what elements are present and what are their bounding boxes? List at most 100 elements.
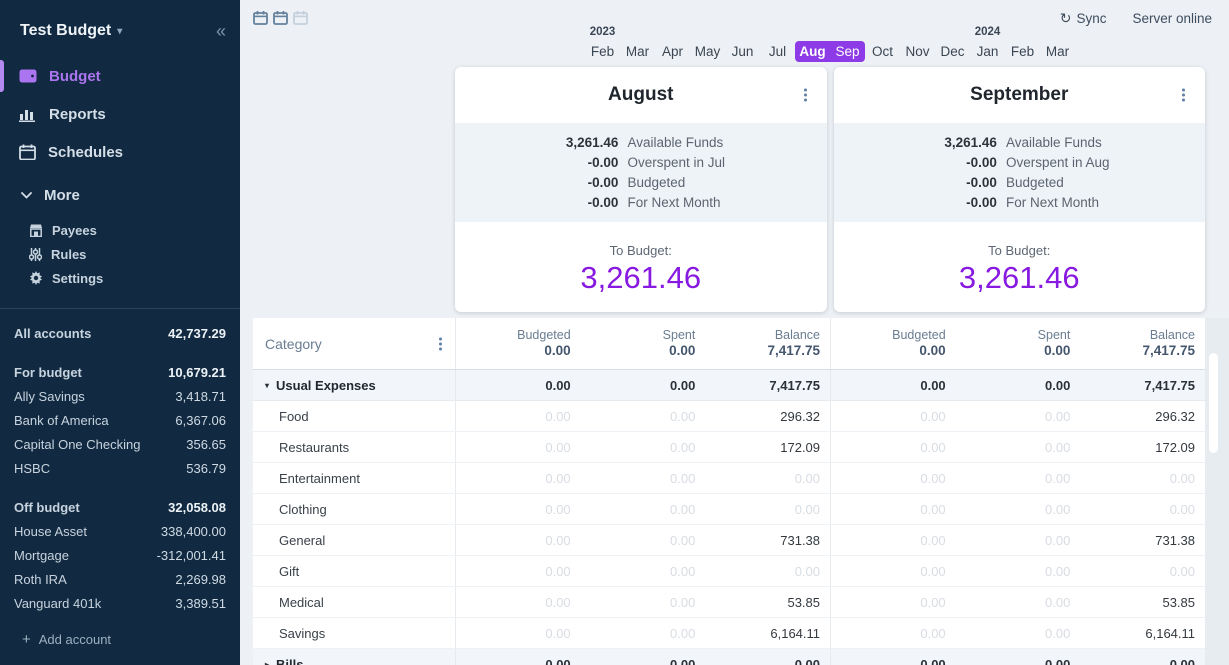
- balance-cell[interactable]: 6,164.11: [770, 625, 821, 641]
- budgeted-cell[interactable]: 0.00: [920, 625, 946, 641]
- for-budget-group-row[interactable]: For budget 10,679.21: [12, 360, 228, 384]
- balance-cell[interactable]: 296.32: [1155, 408, 1196, 424]
- budgeted-cell[interactable]: 0.00: [920, 470, 946, 486]
- balance-cell[interactable]: 0.00: [1169, 563, 1196, 579]
- spent-cell[interactable]: 0.00: [1045, 377, 1071, 393]
- spent-cell[interactable]: 0.00: [670, 377, 696, 393]
- spent-cell[interactable]: 0.00: [670, 439, 696, 455]
- month-nov-2023[interactable]: Nov: [905, 44, 930, 59]
- budgeted-cell[interactable]: 0.00: [920, 656, 946, 665]
- month-jun-2023[interactable]: Jun: [731, 44, 754, 59]
- sidebar-item-reports[interactable]: Reports: [0, 100, 240, 128]
- spent-cell[interactable]: 0.00: [1045, 594, 1071, 610]
- vertical-scrollbar-track[interactable]: [1205, 318, 1229, 665]
- month-dec-2023[interactable]: Dec: [940, 44, 965, 59]
- month-may-2023[interactable]: May: [694, 44, 721, 59]
- category-row-clothing[interactable]: Clothing 0.00 0.00 0.00 0.00 0.00 0.00: [253, 494, 1205, 525]
- vertical-scrollbar-thumb[interactable]: [1209, 353, 1218, 453]
- month-oct-2023[interactable]: Oct: [871, 44, 893, 59]
- budgeted-cell[interactable]: 0.00: [545, 656, 571, 665]
- month-feb-2023[interactable]: Feb: [590, 44, 615, 59]
- balance-cell[interactable]: 6,164.11: [1145, 625, 1196, 641]
- budgeted-cell[interactable]: 0.00: [920, 439, 946, 455]
- balance-cell[interactable]: 0.00: [794, 563, 821, 579]
- spent-cell[interactable]: 0.00: [670, 656, 696, 665]
- sidebar-item-settings[interactable]: Settings: [0, 266, 240, 290]
- budgeted-cell[interactable]: 0.00: [920, 594, 946, 610]
- balance-cell[interactable]: 296.32: [780, 408, 821, 424]
- spent-cell[interactable]: 0.00: [670, 594, 696, 610]
- month-jul-2023[interactable]: Jul: [768, 44, 787, 59]
- group-row-bills[interactable]: ▸ Bills 0.00 0.00 0.00 0.00 0.00 0.00: [253, 649, 1205, 665]
- month-mar-2024[interactable]: Mar: [1045, 44, 1070, 59]
- budgeted-cell[interactable]: 0.00: [545, 563, 571, 579]
- budgeted-cell[interactable]: 0.00: [920, 501, 946, 517]
- balance-cell[interactable]: 7,417.75: [769, 377, 821, 393]
- month-jan-2024[interactable]: Jan: [976, 44, 999, 59]
- balance-cell[interactable]: 0.00: [794, 470, 821, 486]
- month-sep-2023-selected[interactable]: Sep: [830, 41, 865, 62]
- sidebar-item-budget[interactable]: Budget: [0, 60, 240, 92]
- one-month-view-icon[interactable]: [253, 10, 268, 25]
- account-row-bank-of-america[interactable]: Bank of America 6,367.06: [12, 408, 228, 432]
- balance-cell[interactable]: 53.85: [1162, 594, 1196, 610]
- balance-cell[interactable]: 0.00: [1169, 470, 1196, 486]
- category-row-general[interactable]: General 0.00 0.00 731.38 0.00 0.00 731.3…: [253, 525, 1205, 556]
- spent-cell[interactable]: 0.00: [1045, 656, 1071, 665]
- three-month-view-icon[interactable]: [293, 10, 308, 25]
- month-apr-2023[interactable]: Apr: [661, 44, 683, 59]
- budgeted-cell[interactable]: 0.00: [545, 594, 571, 610]
- budgeted-cell[interactable]: 0.00: [545, 377, 571, 393]
- balance-cell[interactable]: 7,417.75: [1144, 377, 1196, 393]
- sync-button[interactable]: ↻ Sync: [1060, 10, 1107, 27]
- category-row-food[interactable]: Food 0.00 0.00 296.32 0.00 0.00 296.32: [253, 401, 1205, 432]
- sidebar-item-schedules[interactable]: Schedules: [0, 138, 240, 166]
- to-budget-amount[interactable]: 3,261.46: [958, 260, 1080, 295]
- sidebar-item-more[interactable]: More: [0, 182, 240, 208]
- month-menu-kebab-icon[interactable]: [1179, 86, 1188, 105]
- group-row-usual-expenses[interactable]: ▾ Usual Expenses 0.00 0.00 7,417.75 0.00 …: [253, 370, 1205, 401]
- collapse-triangle-icon[interactable]: ▾: [265, 380, 270, 390]
- balance-cell[interactable]: 0.00: [794, 501, 821, 517]
- budgeted-cell[interactable]: 0.00: [545, 532, 571, 548]
- category-row-gift[interactable]: Gift 0.00 0.00 0.00 0.00 0.00 0.00: [253, 556, 1205, 587]
- balance-cell[interactable]: 53.85: [787, 594, 821, 610]
- spent-cell[interactable]: 0.00: [670, 501, 696, 517]
- spent-cell[interactable]: 0.00: [1045, 532, 1071, 548]
- spent-cell[interactable]: 0.00: [1045, 563, 1071, 579]
- server-status-button[interactable]: Server online: [1132, 11, 1212, 26]
- balance-cell[interactable]: 731.38: [1155, 532, 1196, 548]
- account-row-mortgage[interactable]: Mortgage -312,001.41: [12, 543, 228, 567]
- budgeted-cell[interactable]: 0.00: [545, 501, 571, 517]
- category-row-savings[interactable]: Savings 0.00 0.00 6,164.11 0.00 0.00 6,1…: [253, 618, 1205, 649]
- balance-total[interactable]: 7,417.75: [1142, 343, 1196, 358]
- spent-cell[interactable]: 0.00: [1045, 470, 1071, 486]
- category-row-medical[interactable]: Medical 0.00 0.00 53.85 0.00 0.00 53.85: [253, 587, 1205, 618]
- spent-total[interactable]: 0.00: [669, 343, 696, 358]
- balance-total[interactable]: 7,417.75: [767, 343, 821, 358]
- spent-cell[interactable]: 0.00: [670, 470, 696, 486]
- two-month-view-icon[interactable]: [273, 10, 288, 25]
- spent-cell[interactable]: 0.00: [670, 532, 696, 548]
- account-row-vanguard-401k[interactable]: Vanguard 401k 3,389.51: [12, 591, 228, 615]
- balance-cell[interactable]: 0.00: [1169, 501, 1196, 517]
- budgeted-total[interactable]: 0.00: [919, 343, 946, 358]
- off-budget-group-row[interactable]: Off budget 32,058.08: [12, 495, 228, 519]
- budgeted-cell[interactable]: 0.00: [920, 532, 946, 548]
- balance-cell[interactable]: 731.38: [780, 532, 821, 548]
- balance-cell[interactable]: 0.00: [794, 656, 821, 665]
- month-aug-2023-selected[interactable]: Aug: [795, 41, 830, 62]
- account-row-hsbc[interactable]: HSBC 536.79: [12, 456, 228, 480]
- spent-total[interactable]: 0.00: [1044, 343, 1071, 358]
- month-menu-kebab-icon[interactable]: [801, 86, 810, 105]
- account-row-capital-one-checking[interactable]: Capital One Checking 356.65: [12, 432, 228, 456]
- category-menu-kebab-icon[interactable]: [436, 334, 445, 353]
- spent-cell[interactable]: 0.00: [1045, 408, 1071, 424]
- budgeted-cell[interactable]: 0.00: [545, 408, 571, 424]
- budgeted-cell[interactable]: 0.00: [920, 408, 946, 424]
- sidebar-item-payees[interactable]: Payees: [0, 218, 240, 242]
- month-feb-2024[interactable]: Feb: [1010, 44, 1035, 59]
- add-account-button[interactable]: + Add account: [22, 631, 228, 648]
- spent-cell[interactable]: 0.00: [1045, 625, 1071, 641]
- all-accounts-row[interactable]: All accounts 42,737.29: [12, 321, 228, 345]
